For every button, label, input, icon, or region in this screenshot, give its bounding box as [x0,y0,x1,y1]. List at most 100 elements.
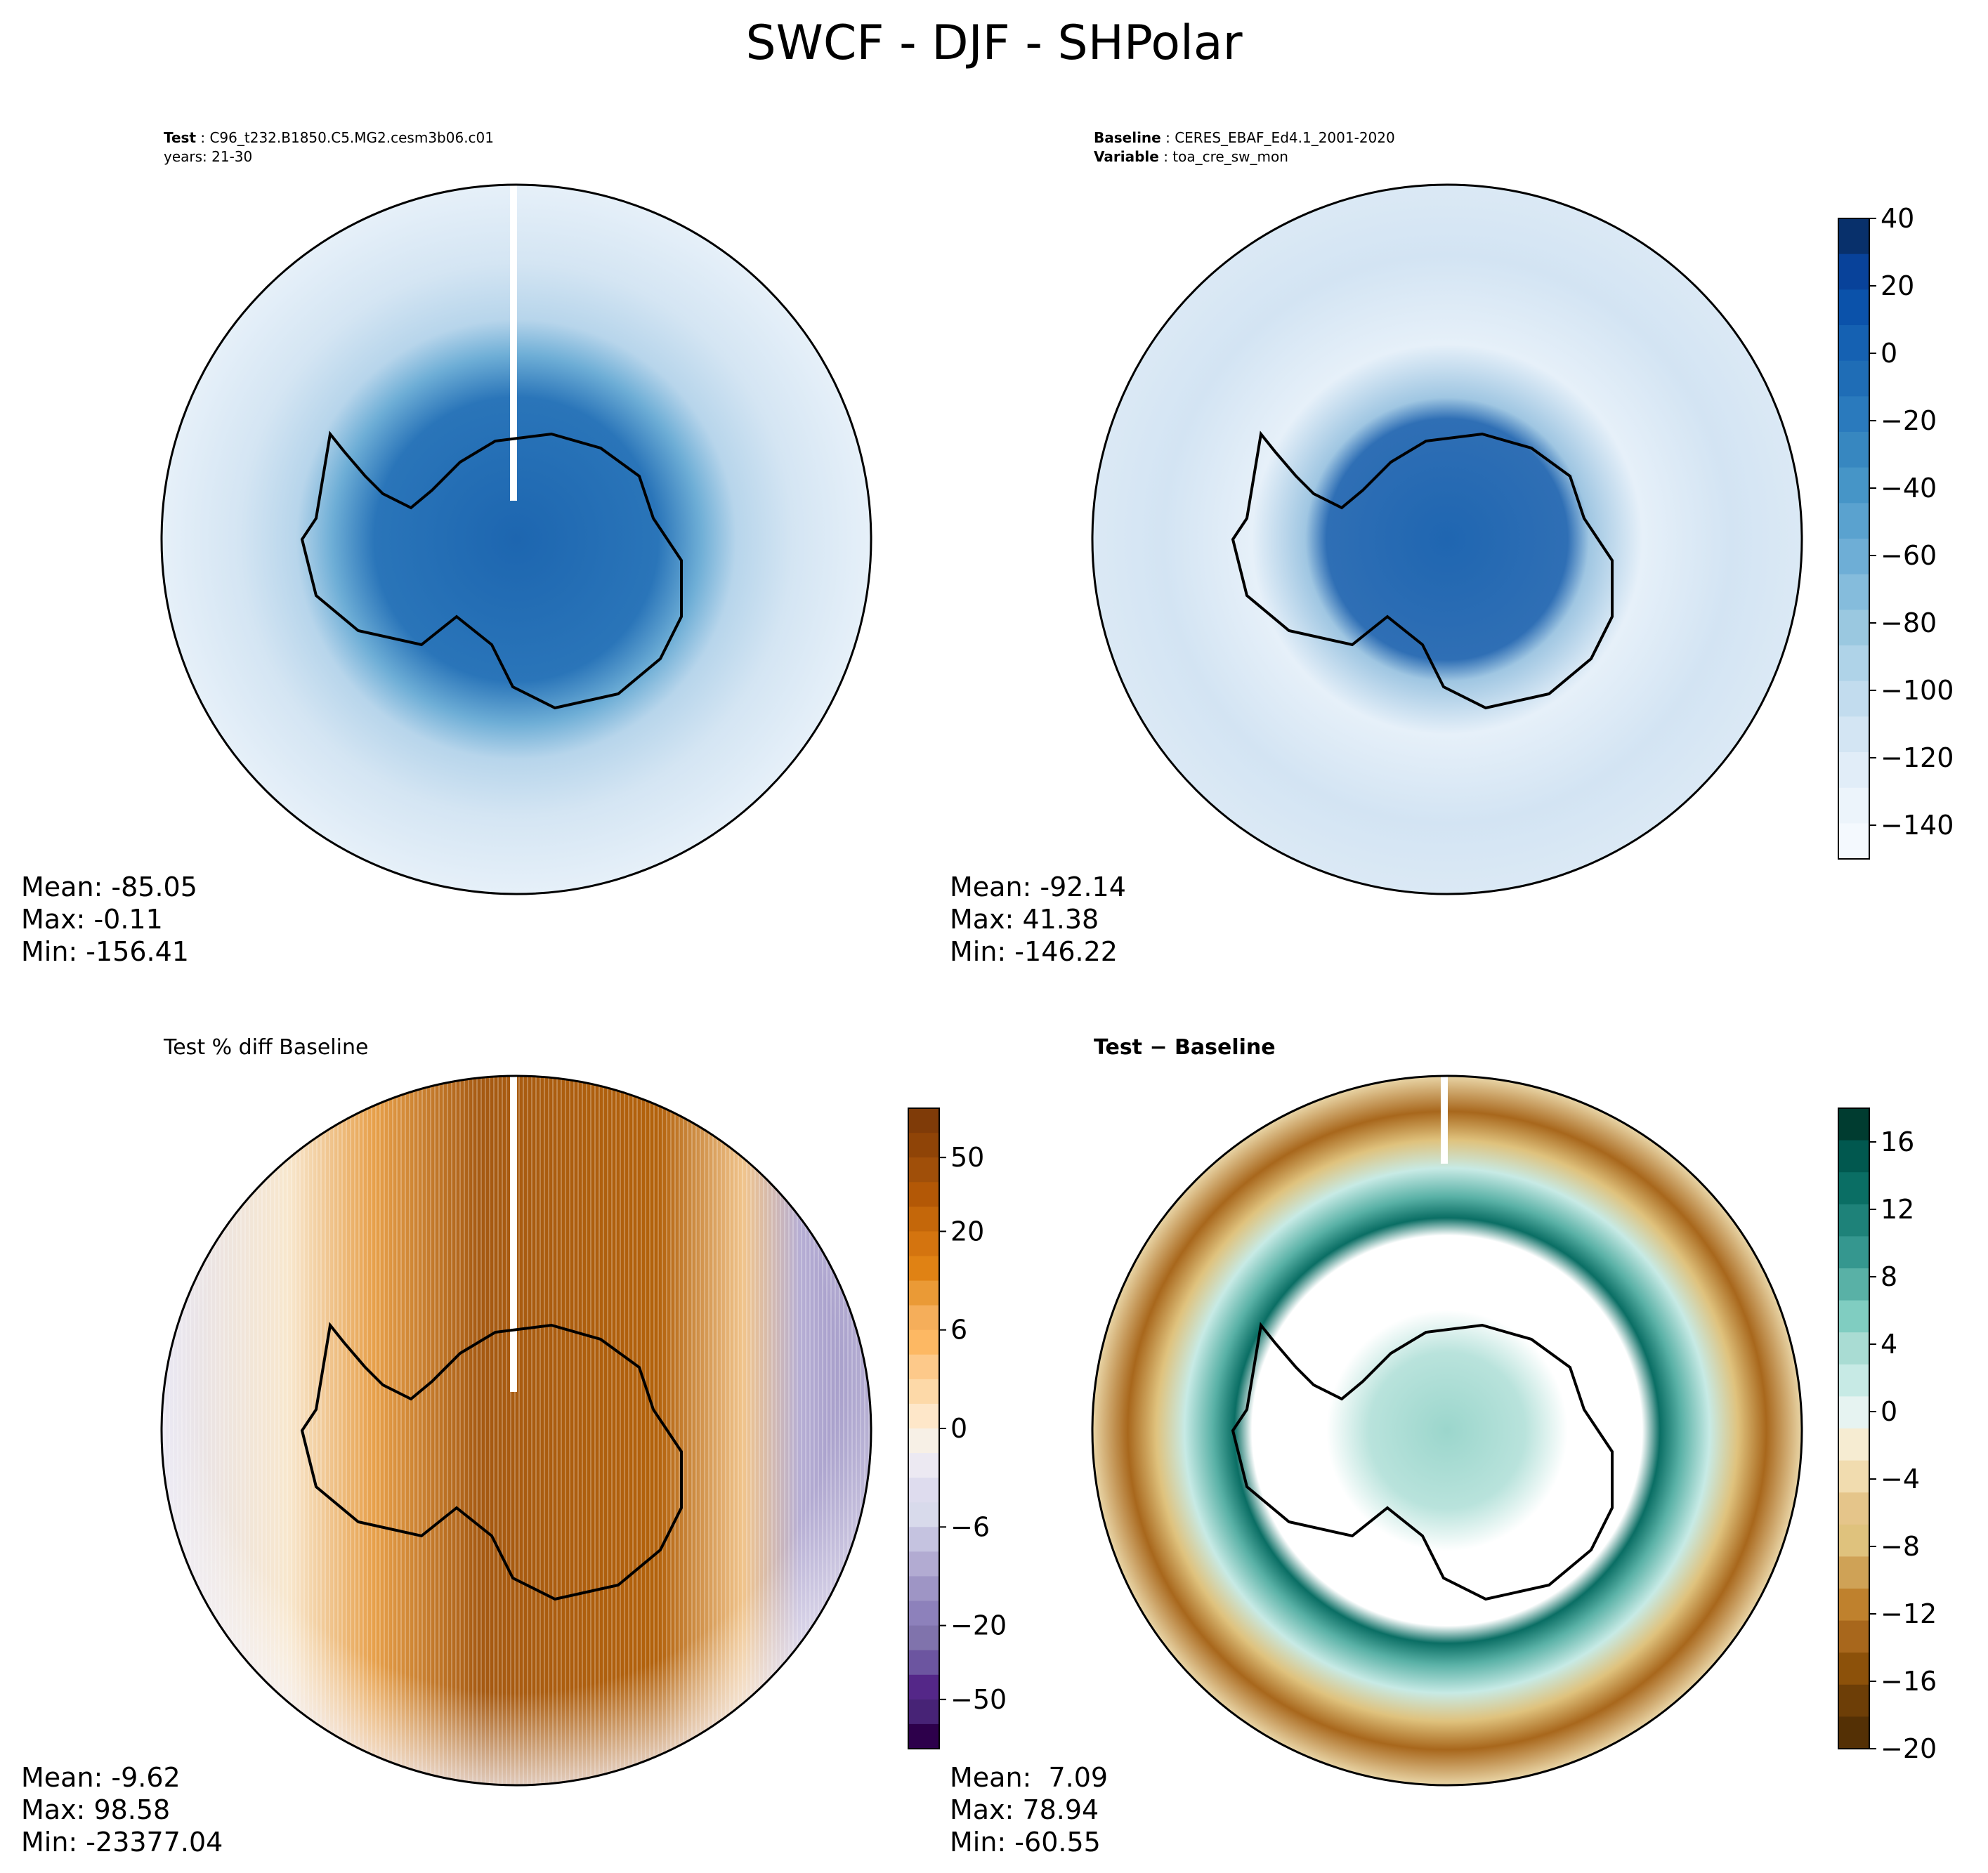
diff-map-boundary [1091,1074,1803,1787]
pct-diff-colorbar-bin [908,1478,939,1503]
pct-diff-colorbar-bin [908,1256,939,1282]
diff-colorbar-tick-label: −4 [1881,1464,1920,1494]
pct-diff-colorbar-tick-label: 20 [950,1216,984,1247]
diff-colorbar-tick-label: 16 [1881,1126,1914,1157]
test-map [160,183,872,895]
baseline-colorbar-bin [1838,503,1869,539]
test-min: Min: -156.41 [21,936,189,967]
baseline-colorbar-tick-label: 0 [1881,338,1897,369]
pct-diff-colorbar-tick-label: 6 [950,1315,967,1346]
diff-colorbar-tick-label: −20 [1881,1733,1937,1764]
baseline-colorbar-bin [1838,610,1869,646]
pct-diff-colorbar-bin [908,1428,939,1454]
diff-colorbar-bin [1838,1268,1869,1301]
baseline-map-boundary [1091,183,1803,895]
diff-colorbar-tick-label: −8 [1881,1531,1920,1562]
pct-diff-colorbar-bin [908,1305,939,1331]
pct-diff-colorbar-bin [908,1551,939,1577]
diff-missing-strip [1441,1076,1448,1164]
baseline-colorbar-bin [1838,823,1869,860]
pct-diff-colorbar-bin [908,1403,939,1429]
test-years: years: 21-30 [164,148,253,165]
pct-diff-colorbar-bin [908,1625,939,1651]
baseline-colorbar-bin [1838,467,1869,504]
baseline-colorbar-bin [1838,645,1869,682]
baseline-colorbar-tick-label: −120 [1881,742,1954,773]
pct-diff-colorbar-bin [908,1699,939,1725]
pct-diff-colorbar-bin [908,1329,939,1355]
test-max: Max: -0.11 [21,904,163,935]
baseline-colorbar-bin [1838,432,1869,468]
diff-colorbar-tick-label: 8 [1881,1261,1897,1292]
diff-max: Max: 78.94 [950,1794,1099,1825]
baseline-colorbar-tick-label: 40 [1881,203,1914,234]
pct-diff-colorbar-bin [908,1453,939,1478]
pct-diff-antarctica-outline [300,1322,683,1601]
test-label: Test [164,129,197,146]
pct-diff-map-boundary [160,1074,872,1787]
baseline-colorbar-bin [1838,681,1869,717]
pct-diff-colorbar-bin [908,1723,939,1749]
baseline-colorbar-tick-label: −40 [1881,473,1937,504]
variable-name: : toa_cre_sw_mon [1158,148,1288,165]
baseline-colorbar-tick-label: −60 [1881,540,1937,571]
diff-colorbar-bin [1838,1428,1869,1461]
pct-diff-max: Max: 98.58 [21,1794,171,1825]
baseline-colorbar-bin [1838,396,1869,433]
diff-colorbar-bin [1838,1684,1869,1717]
diff-colorbar-bin [1838,1204,1869,1237]
test-antarctica-outline [300,431,683,710]
pct-diff-panel-title: Test % diff Baseline [164,1035,369,1060]
baseline-label: Baseline [1094,129,1161,146]
diff-colorbar-bin [1838,1652,1869,1685]
test-stats: Mean: -85.05 Max: -0.11 Min: -156.41 [21,871,197,968]
diff-colorbar-bin [1838,1589,1869,1622]
pct-diff-colorbar-tick-label: −20 [950,1610,1007,1641]
diff-colorbar-frame [1838,1108,1870,1749]
diff-colorbar-tick-label: 4 [1881,1329,1897,1360]
baseline-map-field [1092,185,1802,894]
baseline-colorbar-tick-label: −80 [1881,607,1937,638]
diff-antarctica-outline [1231,1322,1614,1601]
diff-colorbar-bin [1838,1556,1869,1589]
pct-diff-mean: Mean: -9.62 [21,1762,181,1793]
baseline-max: Max: 41.38 [950,904,1099,935]
variable-label: Variable [1094,148,1159,165]
pct-diff-map [160,1074,872,1787]
pct-diff-colorbar-bin [908,1650,939,1676]
baseline-colorbar-bin [1838,716,1869,753]
diff-colorbar-bin [1838,1108,1869,1141]
pct-diff-colorbar-bin [908,1207,939,1232]
baseline-map [1091,183,1803,895]
diff-colorbar-bin [1838,1396,1869,1429]
diff-colorbar-bin [1838,1460,1869,1493]
baseline-colorbar-tick-label: −100 [1881,675,1954,706]
diff-colorbar-bin [1838,1172,1869,1205]
diff-colorbar-bin [1838,1236,1869,1269]
test-case-name: : C96_t232.B1850.C5.MG2.cesm3b06.c01 [196,129,494,146]
diff-colorbar-bin [1838,1364,1869,1397]
baseline-colorbar-bin [1838,218,1869,255]
diff-colorbar-bin [1838,1332,1869,1365]
test-mean: Mean: -85.05 [21,872,197,902]
pct-diff-colorbar-bin [908,1674,939,1700]
baseline-name: : CERES_EBAF_Ed4.1_2001-2020 [1160,129,1395,146]
pct-diff-colorbar-bin [908,1379,939,1405]
baseline-colorbar-bin [1838,752,1869,789]
baseline-colorbar: 40 20 0 −20 −40 −60 −80 −100 −120 −140 [1838,203,1954,860]
diff-colorbar-bin [1838,1716,1869,1749]
diff-map-field [1092,1076,1802,1785]
pct-diff-colorbar-bin [908,1133,939,1158]
baseline-stats: Mean: -92.14 Max: 41.38 Min: -146.22 [950,871,1126,968]
diff-min: Min: -60.55 [950,1827,1101,1858]
pct-diff-colorbar-tick-label: −50 [950,1684,1007,1715]
diff-panel-title: Test − Baseline [1094,1035,1276,1060]
diff-colorbar-bin [1838,1300,1869,1333]
baseline-colorbar-tick-label: −140 [1881,810,1954,841]
pct-diff-colorbar-bin [908,1601,939,1626]
baseline-colorbar-bin [1838,325,1869,362]
baseline-colorbar-bin [1838,360,1869,397]
pct-diff-colorbar-bin [908,1527,939,1552]
diff-colorbar-tick-label: −12 [1881,1598,1937,1629]
